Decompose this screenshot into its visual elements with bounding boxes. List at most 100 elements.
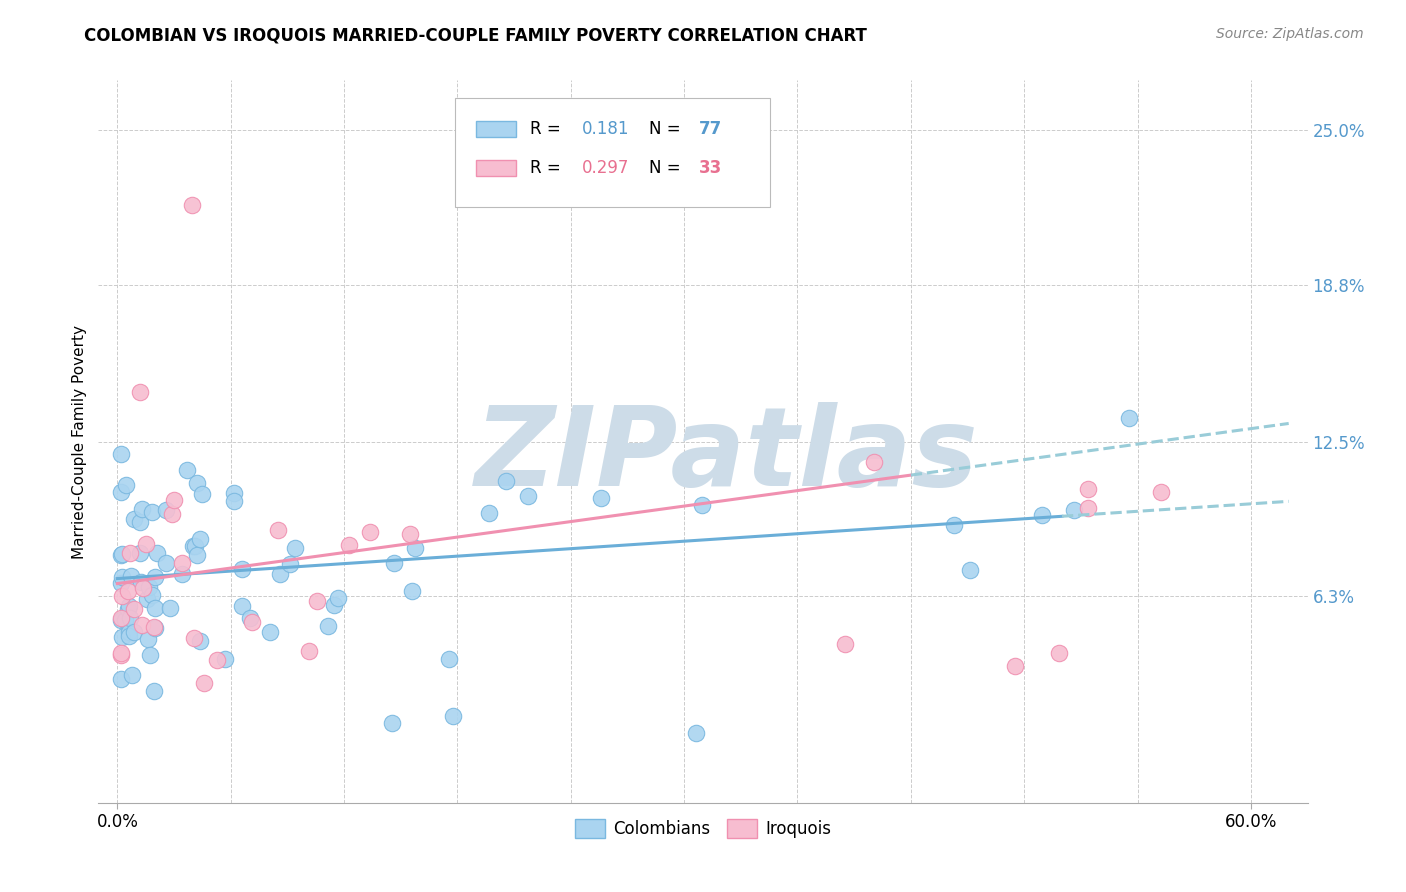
Point	[122, 602, 145, 616]
Point	[122, 512, 145, 526]
Point	[190, 633, 212, 648]
FancyBboxPatch shape	[475, 161, 516, 177]
Point	[145, 601, 167, 615]
Point	[136, 592, 159, 607]
Point	[110, 576, 132, 591]
Point	[131, 618, 153, 632]
Point	[110, 648, 132, 663]
Text: N =: N =	[648, 120, 686, 138]
Point	[441, 708, 464, 723]
Point	[269, 566, 291, 581]
Point	[183, 539, 205, 553]
Point	[145, 546, 167, 560]
Point	[129, 574, 152, 589]
Point	[307, 594, 329, 608]
Point	[183, 631, 205, 645]
Point	[834, 637, 856, 651]
Point	[231, 599, 253, 613]
Point	[110, 485, 132, 500]
Point	[121, 667, 143, 681]
Point	[111, 547, 134, 561]
Point	[323, 599, 346, 613]
Point	[1047, 646, 1070, 660]
Point	[186, 476, 208, 491]
Point	[110, 610, 132, 624]
Point	[122, 624, 145, 639]
Point	[959, 563, 981, 577]
Point	[942, 517, 965, 532]
Point	[205, 653, 228, 667]
Point	[516, 489, 538, 503]
Legend: Colombians, Iroquois: Colombians, Iroquois	[568, 813, 838, 845]
Point	[155, 503, 177, 517]
Point	[111, 570, 134, 584]
Point	[143, 684, 166, 698]
Point	[1118, 410, 1140, 425]
Point	[115, 478, 138, 492]
Point	[138, 580, 160, 594]
Point	[1077, 482, 1099, 496]
Point	[188, 532, 211, 546]
Point	[278, 558, 301, 572]
Point	[111, 589, 134, 603]
Point	[117, 625, 139, 640]
Point	[181, 198, 204, 212]
Text: Source: ZipAtlas.com: Source: ZipAtlas.com	[1216, 27, 1364, 41]
Point	[159, 600, 181, 615]
Text: 0.297: 0.297	[582, 160, 630, 178]
Point	[155, 556, 177, 570]
Point	[114, 613, 136, 627]
Text: 0.181: 0.181	[582, 120, 630, 138]
Point	[143, 570, 166, 584]
Point	[143, 621, 166, 635]
Point	[685, 726, 707, 740]
Point	[110, 646, 132, 660]
Point	[118, 630, 141, 644]
Point	[382, 557, 405, 571]
Point	[589, 491, 612, 506]
Point	[117, 584, 139, 599]
Point	[337, 538, 360, 552]
Point	[118, 611, 141, 625]
FancyBboxPatch shape	[475, 121, 516, 137]
Point	[224, 493, 246, 508]
Point	[298, 644, 321, 658]
Point	[1077, 500, 1099, 515]
Point	[110, 447, 132, 461]
Point	[193, 675, 215, 690]
Point	[138, 648, 160, 662]
Point	[163, 492, 186, 507]
Text: 33: 33	[699, 160, 723, 178]
Point	[172, 567, 194, 582]
Point	[690, 498, 713, 512]
Point	[222, 485, 245, 500]
Point	[1004, 658, 1026, 673]
Text: 77: 77	[699, 120, 723, 138]
Point	[176, 463, 198, 477]
Point	[129, 384, 152, 399]
Point	[128, 516, 150, 530]
Point	[437, 652, 460, 666]
Point	[240, 615, 263, 629]
Point	[128, 545, 150, 559]
Point	[141, 587, 163, 601]
Point	[132, 581, 155, 595]
Point	[186, 549, 208, 563]
FancyBboxPatch shape	[456, 98, 769, 207]
Point	[170, 557, 193, 571]
Point	[359, 525, 381, 540]
Point	[477, 506, 499, 520]
Point	[316, 619, 339, 633]
Point	[118, 546, 141, 560]
Text: N =: N =	[648, 160, 686, 178]
Point	[381, 716, 404, 731]
Point	[259, 625, 281, 640]
Point	[284, 541, 307, 555]
Y-axis label: Married-Couple Family Poverty: Married-Couple Family Poverty	[72, 325, 87, 558]
Point	[1063, 503, 1085, 517]
Point	[142, 620, 165, 634]
Text: ZIPatlas: ZIPatlas	[475, 402, 979, 509]
Point	[214, 652, 236, 666]
Point	[111, 631, 134, 645]
Point	[863, 454, 886, 468]
